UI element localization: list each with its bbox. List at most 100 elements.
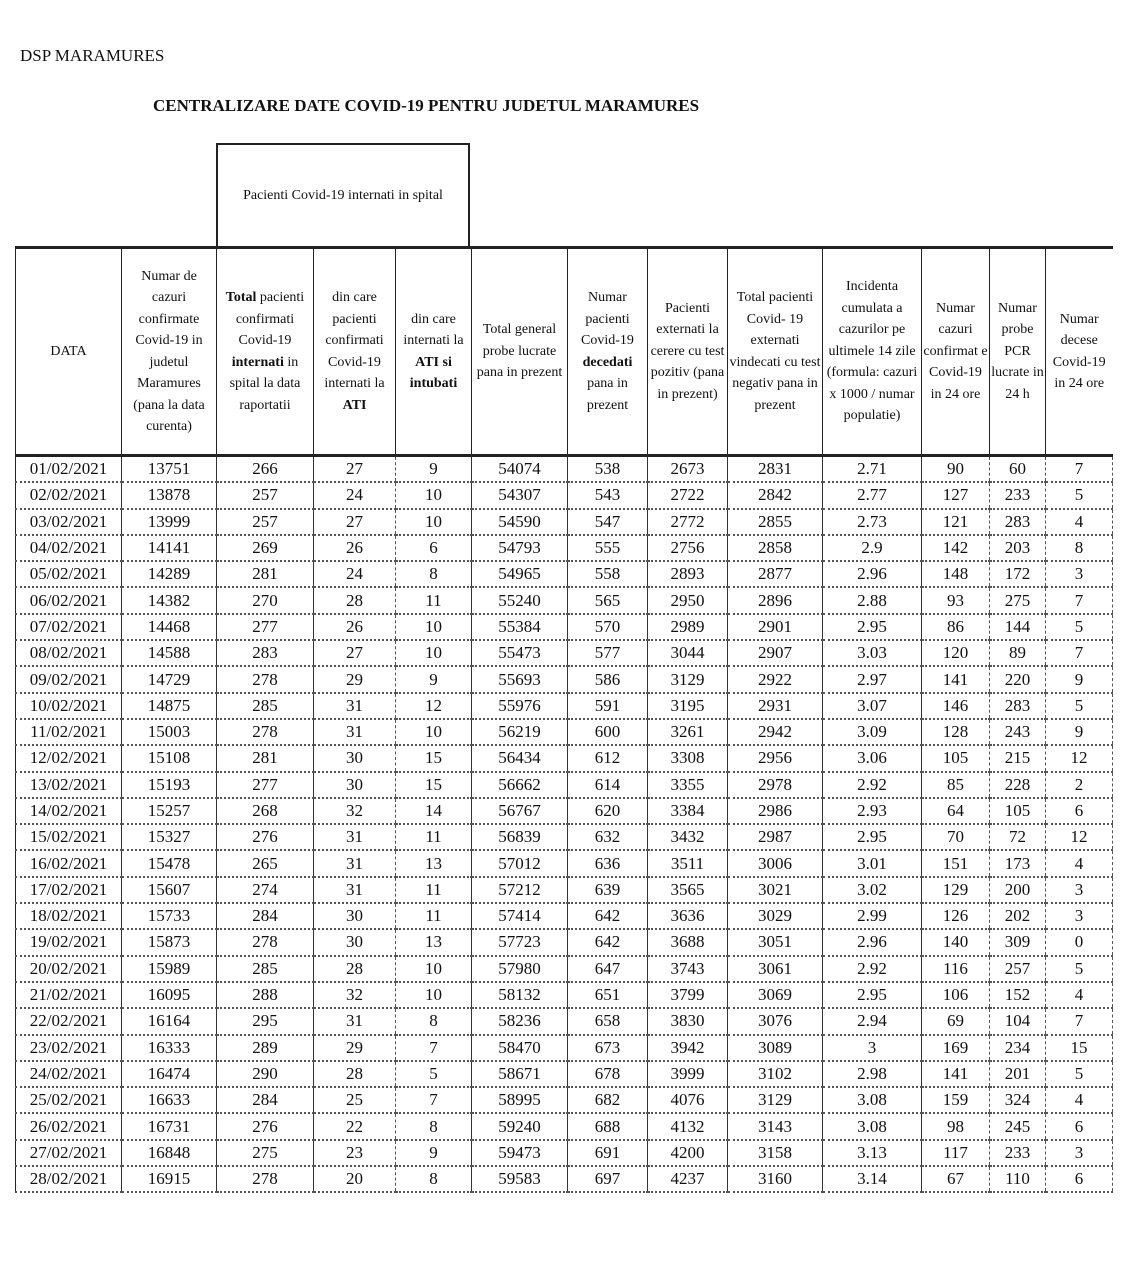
table-cell: 146	[921, 692, 990, 720]
table-row: 17/02/2021 15607 274 31 11 57212 639 3565 3021 3.…	[15, 876, 1113, 905]
table-cell: 72	[989, 824, 1046, 852]
table-row: 03/02/2021 13999 257 27 10 54590 547 2772 2855 2.…	[15, 508, 1113, 536]
covid-data-table: DATA Numar de cazuri confirmate Covid-19 …	[15, 246, 1113, 1194]
table-cell: 08/02/2021	[15, 640, 122, 668]
table-cell: 32	[313, 797, 396, 826]
column-header: Total pacienti confirmati Covid-19 inter…	[216, 246, 314, 457]
table-cell: 558	[567, 561, 648, 589]
table-cell: 10	[395, 508, 472, 536]
table-cell: 27	[313, 640, 396, 668]
table-cell: 120	[921, 640, 990, 668]
table-row: 09/02/2021 14729 278 29 9 55693 586 3129 2922 2.9…	[15, 666, 1113, 694]
table-cell: 3565	[647, 876, 728, 905]
table-cell: 3.08	[822, 1113, 922, 1141]
table-cell: 278	[216, 666, 314, 694]
table-cell: 29	[313, 1034, 396, 1062]
table-cell: 15257	[121, 797, 217, 826]
table-cell: 15/02/2021	[15, 824, 122, 852]
table-cell: 2.95	[822, 981, 922, 1010]
table-cell: 309	[989, 929, 1046, 957]
table-cell: 57723	[471, 929, 568, 957]
table-cell: 257	[989, 955, 1046, 983]
document-title: CENTRALIZARE DATE COVID-19 PENTRU JUDETU…	[153, 96, 700, 115]
table-cell: 25/02/2021	[15, 1087, 122, 1115]
table-cell: 2978	[727, 771, 823, 799]
table-cell: 2.97	[822, 666, 922, 694]
table-cell: 591	[567, 692, 648, 720]
table-cell: 284	[216, 903, 314, 931]
table-cell: 2.98	[822, 1060, 922, 1089]
table-cell: 6	[1045, 1166, 1113, 1194]
table-cell: 127	[921, 482, 990, 510]
table-cell: 278	[216, 929, 314, 957]
table-cell: 31	[313, 850, 396, 878]
table-cell: 2931	[727, 692, 823, 720]
table-cell: 57012	[471, 850, 568, 878]
table-cell: 324	[989, 1087, 1046, 1115]
table-cell: 2942	[727, 718, 823, 747]
table-cell: 3261	[647, 718, 728, 747]
table-cell: 3636	[647, 903, 728, 931]
column-header-text: Numar pacienti Covid-19	[581, 290, 634, 348]
table-row: 21/02/2021 16095 288 32 10 58132 651 3799 3069 2.…	[15, 981, 1113, 1010]
table-cell: 3	[1045, 561, 1113, 589]
table-cell: 3942	[647, 1034, 728, 1062]
table-cell: 3076	[727, 1008, 823, 1036]
table-row: 24/02/2021 16474 290 28 5 58671 678 3999 3102 2.9…	[15, 1060, 1113, 1089]
table-cell: 4	[1045, 981, 1113, 1010]
table-cell: 277	[216, 771, 314, 799]
table-cell: 67	[921, 1166, 990, 1194]
column-header-text: decedati	[582, 354, 633, 370]
table-cell: 3	[1045, 1139, 1113, 1168]
table-cell: 58236	[471, 1008, 568, 1036]
table-cell: 26/02/2021	[15, 1113, 122, 1141]
table-cell: 10	[395, 718, 472, 747]
table-cell: 278	[216, 718, 314, 747]
table-cell: 12/02/2021	[15, 745, 122, 773]
table-cell: 104	[989, 1008, 1046, 1036]
table-row: 08/02/2021 14588 283 27 10 55473 577 3044 2907 3.…	[15, 640, 1113, 668]
table-cell: 14729	[121, 666, 217, 694]
table-cell: 3799	[647, 981, 728, 1010]
table-cell: 10/02/2021	[15, 692, 122, 720]
table-cell: 27	[313, 455, 396, 484]
table-cell: 56219	[471, 718, 568, 747]
table-cell: 3.09	[822, 718, 922, 747]
table-cell: 245	[989, 1113, 1046, 1141]
table-row: 06/02/2021 14382 270 28 11 55240 565 2950 2896 2.…	[15, 587, 1113, 615]
table-cell: 289	[216, 1034, 314, 1062]
table-row: 11/02/2021 15003 278 31 10 56219 600 3261 2942 3.…	[15, 718, 1113, 747]
organization-label: DSP MARAMURES	[20, 46, 165, 65]
table-cell: 11	[395, 903, 472, 931]
table-cell: 3830	[647, 1008, 728, 1036]
table-cell: 07/02/2021	[15, 613, 122, 642]
table-cell: 2.77	[822, 482, 922, 510]
table-cell: 02/02/2021	[15, 482, 122, 510]
table-cell: 142	[921, 534, 990, 563]
column-header-text: in spital la data raportatii	[229, 354, 301, 413]
table-cell: 116	[921, 955, 990, 983]
column-header-text: Numar probe PCR lucrate in 24 h	[991, 300, 1044, 402]
table-cell: 538	[567, 455, 648, 484]
table-cell: 59240	[471, 1113, 568, 1141]
table-cell: 274	[216, 876, 314, 905]
table-cell: 10	[395, 640, 472, 668]
table-cell: 24	[313, 482, 396, 510]
table-cell: 547	[567, 508, 648, 536]
table-cell: 3.01	[822, 850, 922, 878]
table-cell: 5	[1045, 1060, 1113, 1089]
table-cell: 2.96	[822, 561, 922, 589]
column-header-text: Numar decese Covid-19 in 24 ore	[1052, 311, 1106, 392]
table-cell: 2.95	[822, 613, 922, 642]
table-cell: 28	[313, 587, 396, 615]
table-cell: 658	[567, 1008, 648, 1036]
table-cell: 21/02/2021	[15, 981, 122, 1010]
table-cell: 56662	[471, 771, 568, 799]
table-cell: 16164	[121, 1008, 217, 1036]
table-cell: 12	[1045, 745, 1113, 773]
table-cell: 10	[395, 981, 472, 1010]
table-cell: 54793	[471, 534, 568, 563]
table-cell: 3195	[647, 692, 728, 720]
table-cell: 59473	[471, 1139, 568, 1168]
table-cell: 3044	[647, 640, 728, 668]
